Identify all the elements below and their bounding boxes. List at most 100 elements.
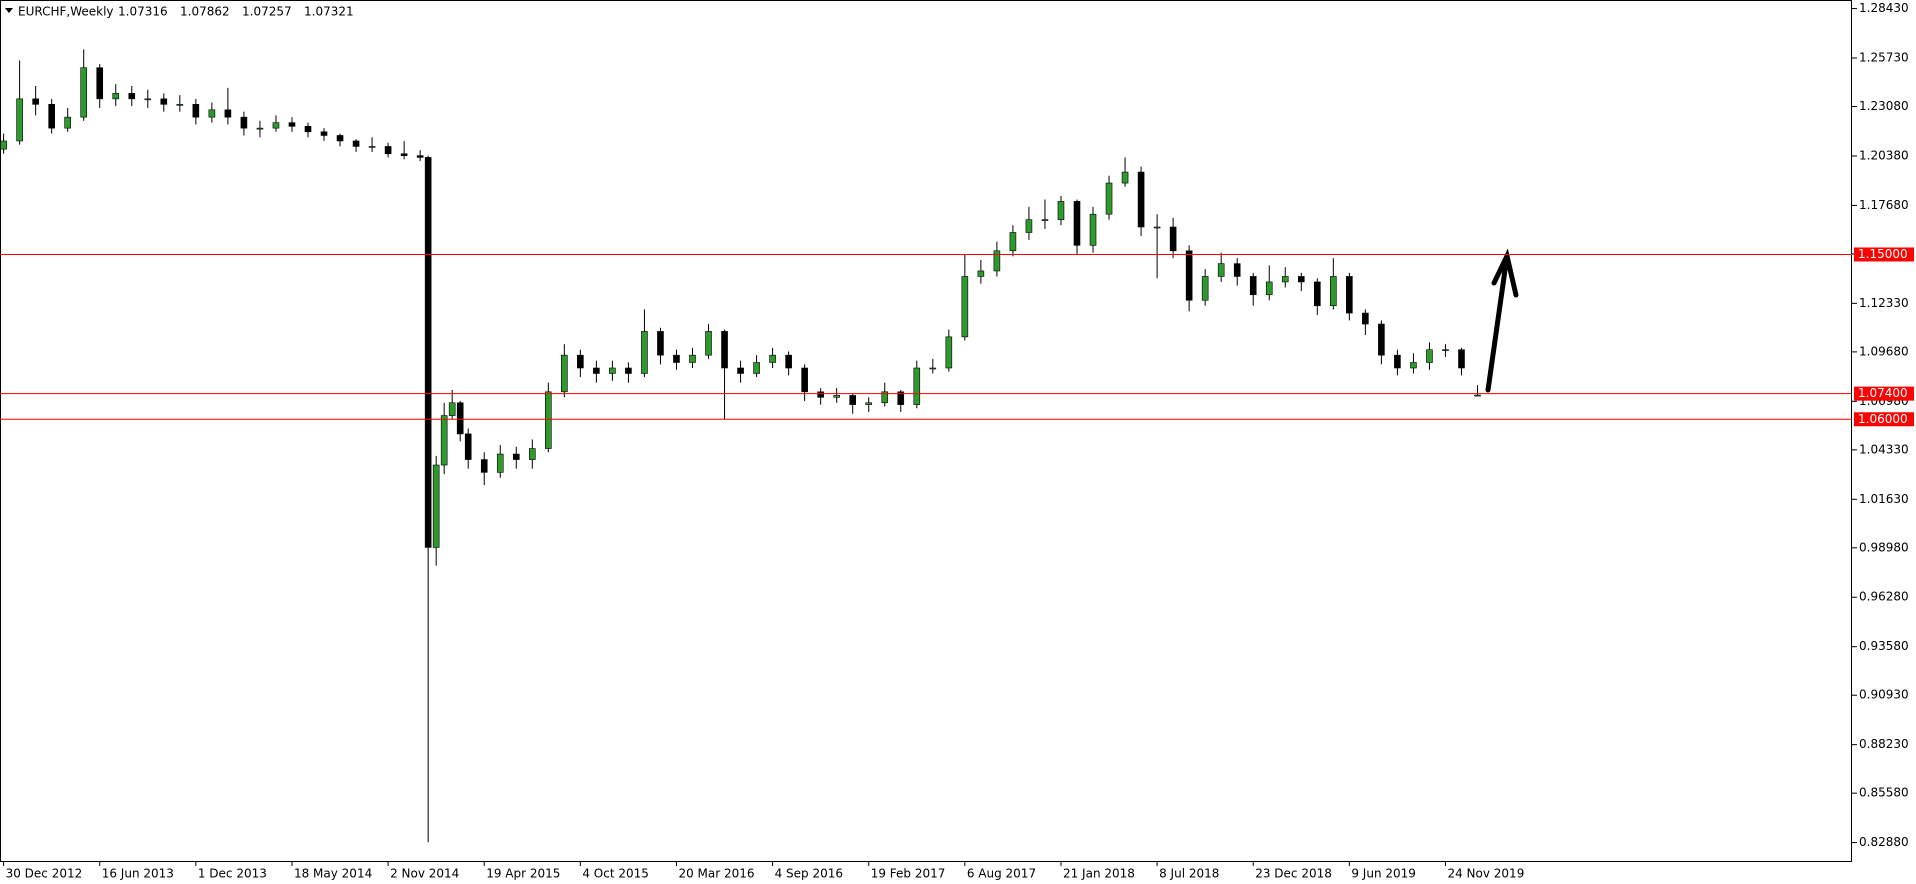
y-tick-label: 1.04330: [1859, 442, 1909, 456]
header-high: 1.07862: [180, 5, 230, 19]
candle-body: [1073, 201, 1081, 246]
candle-body: [416, 155, 424, 158]
arrow: [1485, 248, 1519, 393]
y-tick-label: 0.85580: [1859, 786, 1909, 800]
candle-body: [176, 104, 184, 106]
candle-body: [897, 391, 905, 405]
candle-body: [456, 402, 464, 435]
candle-body: [1009, 232, 1017, 252]
candle-body: [1217, 263, 1225, 277]
candle-body: [1137, 171, 1145, 228]
candle-body: [16, 98, 23, 142]
x-tick-label: 19 Apr 2015: [486, 867, 560, 881]
candle-body: [961, 276, 969, 338]
candle-body: [48, 104, 55, 129]
x-tick-label: 2 Nov 2014: [390, 867, 459, 881]
x-tick-label: 16 Jun 2013: [102, 867, 174, 881]
candle-body: [272, 122, 280, 129]
candle-body: [0, 140, 7, 150]
candle-body: [1057, 201, 1065, 220]
candle-body: [384, 146, 392, 155]
y-tick-label: 1.01630: [1859, 492, 1909, 506]
y-tick-label: 1.09680: [1859, 344, 1909, 358]
candle-body: [1169, 226, 1177, 252]
x-tick-label: 23 Dec 2018: [1255, 867, 1332, 881]
candle-body: [1297, 276, 1305, 283]
level-label-bg: [1854, 412, 1914, 427]
x-tick-label: 1 Dec 2013: [198, 867, 267, 881]
candle-body: [929, 367, 937, 370]
candle-body: [400, 153, 408, 156]
candle-body: [833, 395, 840, 398]
candle-body: [849, 395, 857, 405]
candle-body: [208, 109, 216, 118]
candle-body: [913, 367, 921, 405]
candle-body: [1474, 394, 1481, 397]
candle-body: [528, 448, 536, 460]
candle-body: [993, 250, 1001, 272]
candle-body: [657, 331, 664, 356]
candle-body: [496, 453, 504, 473]
y-tick-label: 0.98980: [1859, 540, 1909, 554]
candle-body: [80, 67, 88, 118]
candle-body: [1089, 213, 1097, 246]
candle-body: [440, 415, 448, 466]
x-tick-label: 9 Jun 2019: [1351, 867, 1416, 881]
candle-body: [64, 116, 71, 129]
candle-body: [625, 367, 632, 374]
candle-body: [256, 127, 264, 130]
x-tick-label: 4 Sep 2016: [775, 867, 843, 881]
candle-body: [865, 402, 873, 405]
x-tick-label: 18 May 2014: [294, 867, 372, 881]
candle-body: [1025, 219, 1033, 233]
level-label-bg: [1854, 386, 1914, 401]
y-tick-label: 1.17680: [1859, 198, 1909, 212]
candle-body: [753, 362, 760, 374]
candle-body: [1378, 323, 1385, 356]
y-tick-label: 0.82880: [1859, 835, 1909, 849]
menu-triangle: [5, 8, 13, 13]
y-tick-label: 1.12330: [1859, 296, 1909, 310]
y-tick-label: 0.90930: [1859, 688, 1909, 702]
x-tick-label: 24 Nov 2019: [1447, 867, 1524, 881]
y-tick-label: 0.96280: [1859, 590, 1909, 604]
header-open: 1.07316: [118, 5, 168, 19]
candle-body: [721, 331, 728, 369]
candle-body: [480, 459, 488, 473]
candle-body: [705, 331, 712, 356]
candles: [0, 49, 1481, 843]
y-tick-label: 1.23080: [1859, 99, 1909, 113]
y-tick-label: 1.28430: [1859, 1, 1909, 15]
candle-body: [673, 354, 680, 363]
candle-body: [737, 367, 744, 374]
x-tick-label: 4 Oct 2015: [582, 867, 649, 881]
candle-body: [1314, 281, 1321, 307]
level-label-bg: [1854, 247, 1914, 262]
candle-body: [769, 354, 776, 363]
candle-body: [368, 146, 376, 148]
candle-body: [801, 367, 808, 393]
y-tick-label: 1.20380: [1859, 148, 1909, 162]
candle-body: [352, 140, 360, 147]
level-label: 1.06000: [1858, 412, 1908, 426]
candle-body: [112, 93, 120, 100]
y-tick-label: 0.88230: [1859, 737, 1909, 751]
candle-body: [1362, 312, 1369, 325]
candle-body: [1281, 276, 1289, 283]
candle-body: [689, 354, 696, 363]
x-tick-label: 21 Jan 2018: [1063, 867, 1135, 881]
candle-body: [144, 98, 152, 101]
candle-body: [1249, 276, 1257, 296]
candle-body: [1410, 362, 1417, 369]
y-tick-label: 1.25730: [1859, 51, 1909, 65]
candle-body: [424, 157, 432, 548]
y-tick-label: 0.93580: [1859, 639, 1909, 653]
x-tick-label: 20 Mar 2016: [678, 867, 754, 881]
candle-body: [128, 93, 136, 100]
x-tick-label: 30 Dec 2012: [6, 867, 83, 881]
candle-body: [96, 67, 104, 100]
candle-body: [561, 354, 568, 393]
candle-body: [1185, 250, 1193, 301]
